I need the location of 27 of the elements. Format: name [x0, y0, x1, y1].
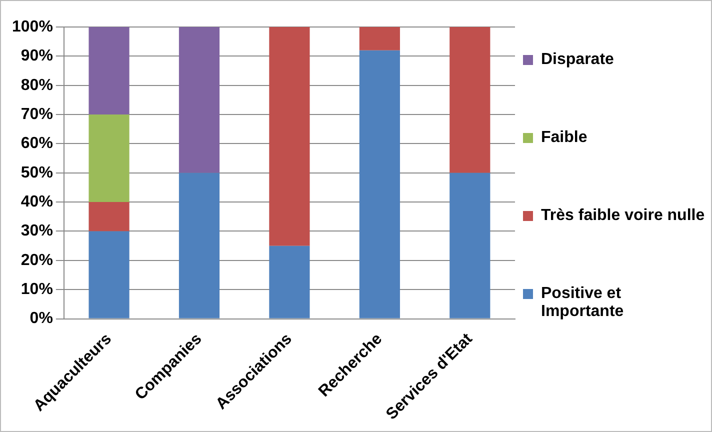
y-tick-label: 100% — [12, 18, 53, 36]
bar — [88, 27, 130, 115]
bar — [359, 50, 400, 318]
bar — [450, 172, 490, 318]
bar — [88, 202, 130, 232]
y-tick-label: 70% — [20, 106, 53, 123]
bar — [450, 27, 490, 173]
bar — [88, 114, 130, 202]
legend-label: Très faible voire nulle — [541, 207, 705, 225]
legend-label: Faible — [541, 129, 588, 147]
y-tick-label: 10% — [20, 280, 53, 298]
y-tick-label: 80% — [20, 76, 53, 94]
bar — [269, 246, 310, 318]
bar — [269, 27, 310, 246]
y-tick-label: 30% — [20, 222, 53, 240]
y-tick-label: 90% — [20, 48, 53, 65]
y-tick-label: 50% — [20, 164, 53, 182]
bar — [178, 172, 220, 318]
bar — [178, 27, 220, 173]
bar — [88, 231, 130, 318]
legend-label: Disparate — [541, 51, 614, 69]
y-tick-label: 0% — [30, 310, 53, 328]
bar — [359, 27, 400, 50]
y-tick-label: 40% — [20, 193, 53, 210]
legend-label: Positive et Importante — [541, 285, 625, 321]
y-tick-label: 20% — [20, 252, 53, 269]
y-tick-label: 60% — [20, 135, 53, 152]
